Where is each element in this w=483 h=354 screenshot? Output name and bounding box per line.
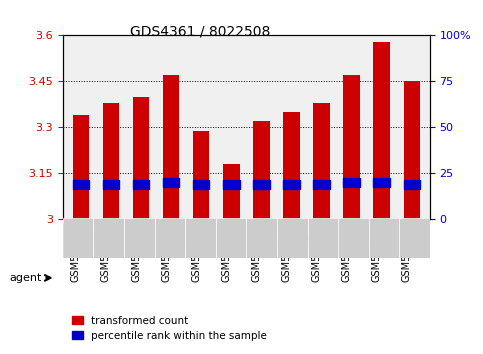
Text: GDS4361 / 8022508: GDS4361 / 8022508 — [130, 25, 271, 39]
Bar — [223, 164, 240, 219]
Bar — [185, 218, 216, 258]
Bar — [124, 218, 155, 258]
Bar — [103, 103, 119, 219]
Bar — [277, 218, 308, 258]
Bar — [246, 218, 277, 258]
Bar — [373, 41, 390, 219]
Bar — [253, 121, 270, 219]
Bar — [155, 223, 246, 258]
Bar — [93, 218, 124, 258]
Bar — [223, 179, 240, 189]
Bar — [63, 218, 93, 258]
Bar — [216, 218, 246, 258]
Bar — [403, 179, 420, 189]
Text: TGF-alpha: TGF-alpha — [264, 236, 321, 246]
Bar — [283, 179, 300, 189]
Bar — [253, 179, 270, 189]
Bar — [72, 179, 89, 189]
Bar — [343, 75, 360, 219]
Bar — [338, 218, 369, 258]
Bar — [163, 75, 179, 219]
Bar — [399, 218, 430, 258]
Text: AP1510: AP1510 — [179, 236, 222, 246]
Bar — [403, 81, 420, 219]
Bar — [155, 218, 185, 258]
Bar — [338, 223, 430, 258]
Bar — [72, 115, 89, 219]
Bar — [193, 179, 210, 189]
Bar — [193, 131, 210, 219]
Text: Heregulin: Heregulin — [357, 236, 411, 246]
Text: untreated: untreated — [81, 236, 136, 246]
Bar — [163, 178, 179, 187]
Legend: transformed count, percentile rank within the sample: transformed count, percentile rank withi… — [68, 312, 271, 345]
Bar — [369, 218, 399, 258]
Bar — [373, 178, 390, 187]
Bar — [308, 218, 338, 258]
Bar — [133, 179, 149, 189]
Bar — [246, 223, 338, 258]
Bar — [63, 223, 155, 258]
Bar — [133, 97, 149, 219]
Text: agent: agent — [10, 273, 42, 283]
Bar — [313, 179, 330, 189]
Bar — [343, 178, 360, 187]
Bar — [103, 179, 119, 189]
Bar — [283, 112, 300, 219]
Bar — [313, 103, 330, 219]
